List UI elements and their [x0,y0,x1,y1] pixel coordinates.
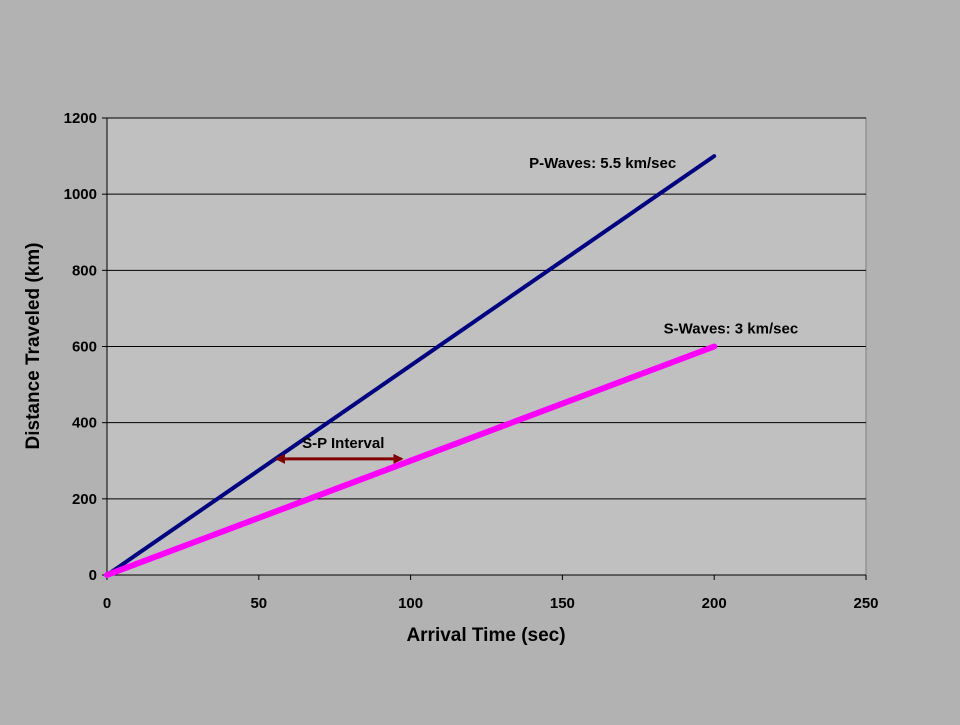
x-tick-label: 200 [702,595,727,612]
series-line-p-waves [105,154,717,577]
x-tick-label: 100 [398,595,423,612]
labels-group: P-Waves: 5.5 km/sec S-Waves: 3 km/sec S-P … [275,155,799,464]
y-tick-label: 1200 [64,110,97,127]
series-label-p-waves: P-Waves: 5.5 km/sec [529,155,676,172]
x-tick-label: 150 [550,595,575,612]
gridlines [107,117,866,500]
x-tick-label: 250 [853,595,878,612]
y-tick-label: 400 [72,415,97,432]
x-tick-label: 0 [103,595,111,612]
y-tick-label: 600 [72,339,97,356]
series-line-s-waves [104,343,718,578]
axes: 0 200 400 600 800 1000 1200 0 50 100 150 200 250 [64,110,879,612]
series-group [104,154,718,578]
x-tick-label: 50 [250,595,267,612]
series-label-s-waves: S-Waves: 3 km/sec [664,321,799,338]
y-tick-label: 200 [72,491,97,508]
y-tick-label: 1000 [64,186,97,203]
y-tick-label: 800 [72,262,97,279]
x-axis-title: Arrival Time (sec) [406,625,565,646]
sp-interval-label: S-P Interval [302,435,384,452]
y-axis-title: Distance Traveled (km) [23,243,44,450]
y-tick-label: 0 [89,567,97,584]
